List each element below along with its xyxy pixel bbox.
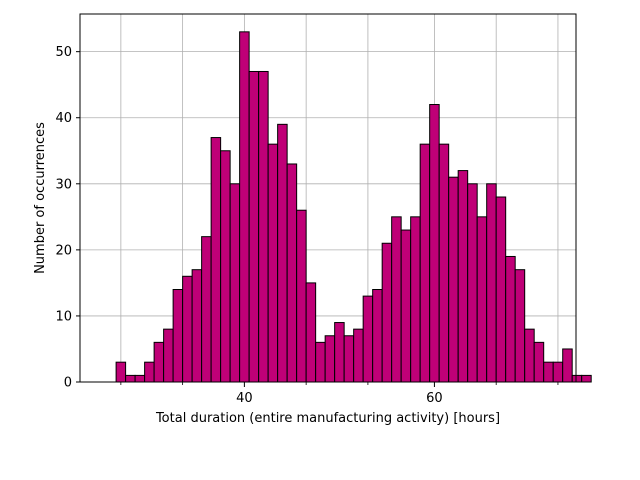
histogram-bar: [514, 269, 526, 383]
histogram-bar: [248, 70, 260, 383]
histogram-bar: [239, 31, 250, 383]
histogram-bar: [334, 322, 345, 383]
histogram-bar: [267, 143, 279, 383]
histogram-bar: [210, 137, 222, 383]
histogram-bars: [115, 31, 592, 383]
histogram-bar: [419, 143, 431, 383]
histogram-bar: [343, 335, 355, 383]
histogram-bar: [400, 229, 412, 383]
y-tick-label: 20: [55, 243, 72, 258]
histogram-bar: [495, 196, 507, 383]
plot-frame: [79, 13, 577, 383]
y-axis-ticks: 0 10 20 30 40 50: [55, 45, 80, 391]
y-tick-label: 30: [55, 177, 72, 192]
histogram-bar: [457, 170, 469, 383]
histogram-bar: [296, 209, 307, 383]
histogram-bar: [448, 176, 459, 383]
histogram-bar: [229, 183, 241, 383]
histogram-bar: [172, 289, 184, 383]
y-tick-label: 10: [55, 309, 72, 324]
histogram-bar: [429, 104, 440, 383]
histogram-bar: [125, 374, 136, 383]
histogram-bar: [486, 183, 497, 383]
histogram-bar: [220, 150, 231, 383]
histogram-bar: [391, 216, 402, 383]
histogram-bar: [277, 123, 288, 383]
histogram-bar: [315, 341, 326, 383]
histogram-bar: [182, 275, 193, 383]
x-tick-label: 60: [426, 391, 443, 406]
x-tick-label: 40: [236, 391, 253, 406]
y-tick-label: 50: [55, 45, 72, 60]
histogram-bar: [410, 216, 421, 383]
y-axis-label: Number of occurrences: [33, 122, 48, 274]
histogram-bar: [191, 269, 203, 383]
histogram-bar: [286, 163, 298, 383]
histogram-bar: [467, 183, 478, 383]
histogram-bar: [305, 282, 317, 383]
histogram-bar: [144, 361, 155, 383]
histogram-bar: [372, 289, 383, 383]
histogram-bar: [543, 361, 554, 383]
histogram-bar: [505, 255, 516, 383]
histogram-bar: [115, 361, 127, 383]
histogram-bar: [381, 242, 393, 383]
histogram-bar: [552, 361, 564, 383]
histogram-bar: [201, 236, 212, 383]
histogram-bar: [476, 216, 488, 383]
histogram-bar: [163, 328, 174, 383]
histogram-bar: [258, 70, 269, 383]
x-axis-ticks: 40 60: [120, 382, 559, 406]
histogram-bar: [581, 374, 592, 383]
histogram-bar: [362, 295, 374, 383]
histogram-bar: [153, 341, 165, 383]
histogram-bar: [533, 341, 545, 383]
histogram-bar: [524, 328, 535, 383]
histogram-bar: [562, 348, 573, 383]
y-tick-label: 0: [64, 376, 72, 391]
histogram-bar: [571, 374, 583, 383]
histogram-bar: [438, 143, 450, 383]
histogram-bar: [353, 328, 364, 383]
histogram-bar: [324, 335, 336, 383]
x-axis-label: Total duration (entire manufacturing act…: [155, 411, 500, 426]
histogram-bar: [134, 374, 146, 383]
y-tick-label: 40: [55, 111, 72, 126]
